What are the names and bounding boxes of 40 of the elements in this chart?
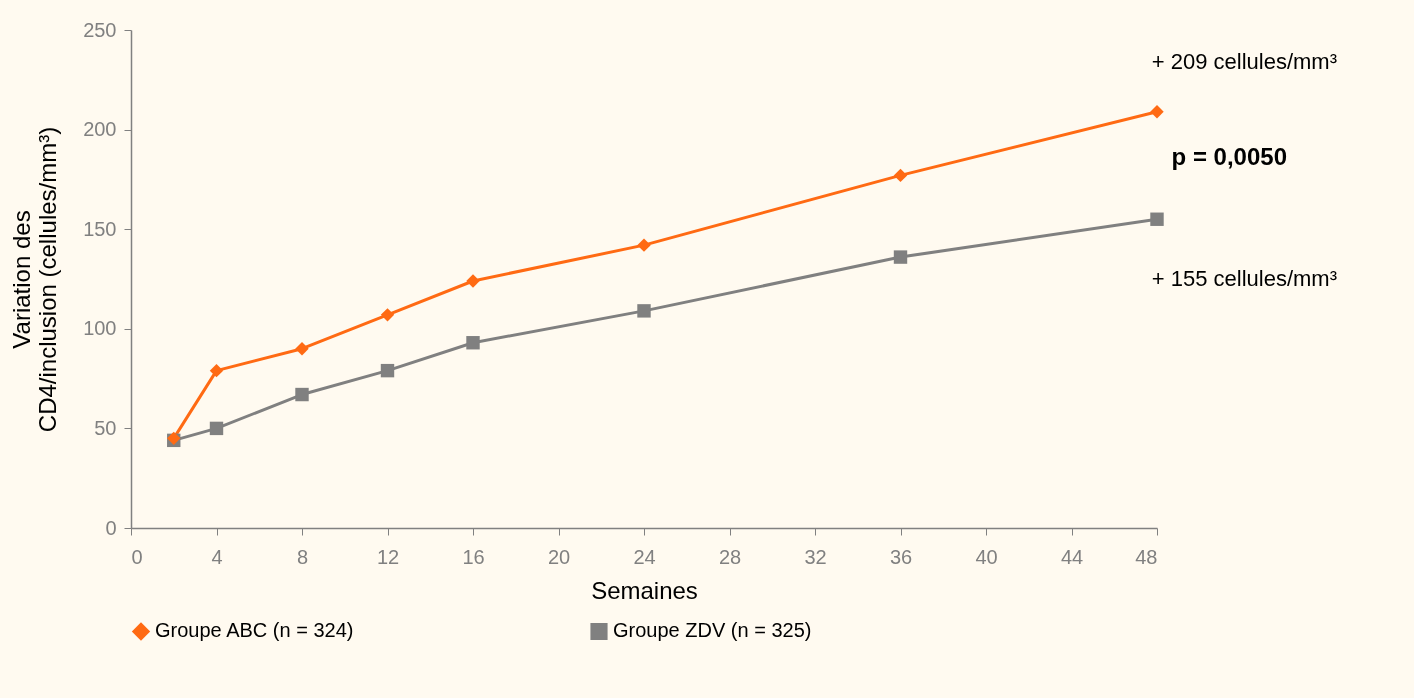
point bbox=[209, 363, 224, 378]
point bbox=[1150, 212, 1164, 226]
point bbox=[637, 238, 651, 252]
x-tick-label: 24 bbox=[633, 545, 656, 568]
point bbox=[893, 168, 908, 183]
x-tick-label: 16 bbox=[462, 545, 485, 568]
x-tick-label: 36 bbox=[889, 545, 913, 568]
legend-label: Groupe ZDV (n = 325) bbox=[613, 619, 812, 642]
annotation: + 155 cellules/mm³ bbox=[1151, 266, 1337, 292]
x-axis-title: Semaines bbox=[591, 576, 698, 604]
point bbox=[295, 342, 309, 356]
x-tick-label: 0 bbox=[131, 545, 143, 568]
point bbox=[380, 363, 395, 378]
x-tick-label: 48 bbox=[1135, 545, 1158, 568]
x-tick-label: 8 bbox=[296, 545, 309, 568]
x-tick-label: 44 bbox=[1060, 545, 1084, 568]
y-axis-title: Variation des CD4/inclusion (cellules/mm³) bbox=[8, 126, 62, 433]
x-tick-label: 28 bbox=[718, 545, 742, 568]
legend-label: Groupe ABC (n = 324) bbox=[155, 619, 354, 642]
x-tick-label: 12 bbox=[376, 545, 400, 568]
text: p = 0,0050 bbox=[1171, 143, 1287, 170]
y-tick-label: 0 bbox=[105, 516, 117, 539]
point bbox=[893, 250, 908, 264]
annotation: + 209 cellules/mm³ bbox=[1151, 48, 1337, 74]
y-tick-label: 50 bbox=[94, 416, 117, 439]
point bbox=[380, 308, 395, 322]
y-tick-label: 200 bbox=[83, 118, 117, 141]
point bbox=[466, 336, 480, 350]
point bbox=[295, 387, 309, 402]
point bbox=[1150, 104, 1164, 119]
y-tick-label: 150 bbox=[83, 217, 117, 240]
x-tick-label: 20 bbox=[547, 545, 571, 568]
y-tick-label: 100 bbox=[83, 317, 117, 340]
x-tick-label: 4 bbox=[211, 545, 223, 568]
y-tick-label: 250 bbox=[83, 18, 117, 41]
point bbox=[209, 421, 224, 436]
point bbox=[466, 274, 480, 288]
x-tick-label: 40 bbox=[975, 545, 998, 568]
x-tick-label: 32 bbox=[804, 545, 827, 568]
point bbox=[637, 304, 651, 318]
